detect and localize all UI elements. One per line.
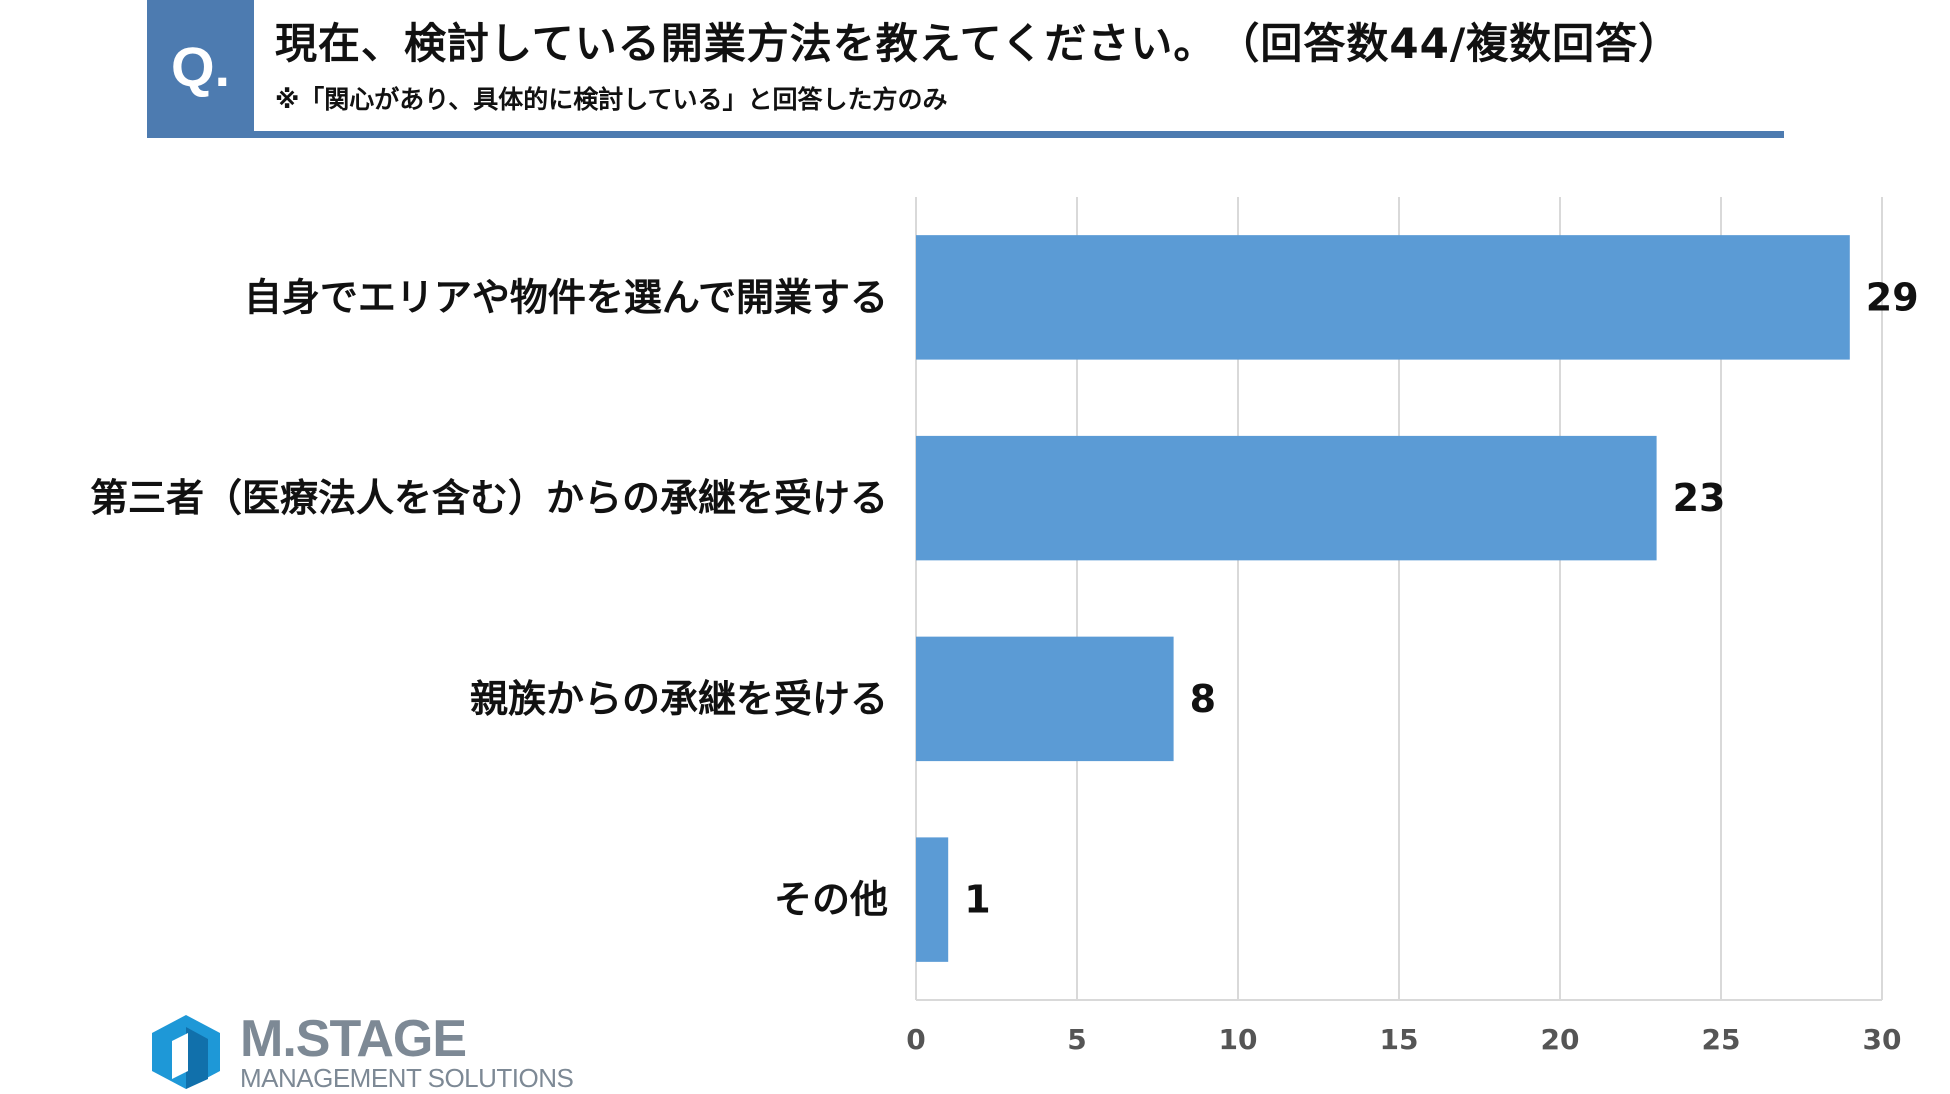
- header-underline: [147, 131, 1784, 138]
- data-label: 29: [1866, 275, 1919, 319]
- x-tick-label: 25: [1702, 1023, 1741, 1056]
- question-title: 現在、検討している開業方法を教えてください。 （回答数44/複数回答）: [275, 19, 1682, 68]
- logo-mark-icon: [152, 1015, 220, 1089]
- bar: [916, 235, 1850, 360]
- company-logo: M.STAGE MANAGEMENT SOLUTIONS: [148, 1010, 588, 1093]
- question-note: ※「関心があり、具体的に検討している」と回答した方のみ: [275, 85, 948, 114]
- category-label: 第三者（医療法人を含む）からの承継を受ける: [90, 476, 888, 520]
- question-header: Q. 現在、検討している開業方法を教えてください。 （回答数44/複数回答） ※…: [147, 0, 1784, 138]
- x-tick-label: 15: [1380, 1023, 1419, 1056]
- data-label: 1: [964, 878, 990, 922]
- data-label: 8: [1190, 677, 1216, 721]
- x-tick-label: 30: [1863, 1023, 1902, 1056]
- bar: [916, 435, 1657, 561]
- labels: 自身でエリアや物件を選んで開業する 29 第三者（医療法人を含む）からの承継を受ける…: [90, 275, 1919, 921]
- category-label: 自身でエリアや物件を選んで開業する: [244, 275, 888, 319]
- question-badge: Q.: [147, 0, 254, 132]
- bar: [916, 636, 1174, 762]
- data-label: 23: [1673, 476, 1726, 520]
- x-axis-ticks: 0 5 10 15 20 25 30: [906, 1023, 1901, 1056]
- x-tick-label: 20: [1541, 1023, 1580, 1056]
- bar: [916, 837, 949, 962]
- category-label: 親族からの承継を受ける: [470, 677, 888, 721]
- x-tick-label: 10: [1219, 1023, 1258, 1056]
- x-tick-label: 0: [906, 1023, 925, 1056]
- category-label: その他: [774, 878, 888, 922]
- bars: [916, 235, 1850, 962]
- x-tick-label: 5: [1067, 1023, 1086, 1056]
- logo-name: M.STAGE: [240, 1010, 467, 1068]
- logo-subtitle: MANAGEMENT SOLUTIONS: [240, 1063, 574, 1093]
